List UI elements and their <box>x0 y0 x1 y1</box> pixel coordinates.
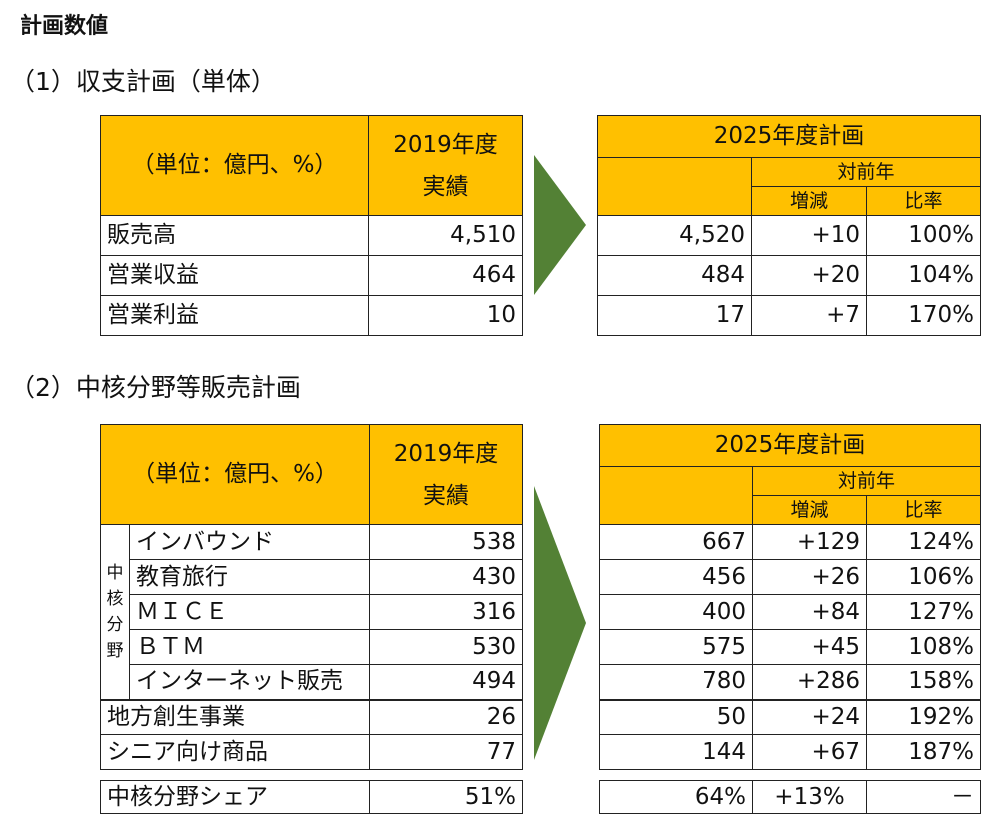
plan-value: 50 <box>599 698 753 735</box>
plan-diff: +7 <box>751 295 867 336</box>
year-header: 2019年度 実績 <box>368 115 523 216</box>
s1-actual-table: （単位：億円、%） 2019年度 実績 販売高 4,510 営業収益 464 営業… <box>100 115 523 336</box>
plan-title: 2025年度計画 <box>597 115 981 158</box>
table-row: 144 +67 187% <box>599 734 981 770</box>
plan-ratio: 106% <box>866 559 981 595</box>
plan-diff: +10 <box>751 215 867 256</box>
row-label: ＢＴＭ <box>128 629 371 665</box>
arrow-right-icon <box>534 155 586 295</box>
plan-diff: +26 <box>752 559 867 595</box>
year-header: 2019年度 実績 <box>369 424 524 525</box>
s2-share-row-left: 中核分野シェア 51% <box>100 780 523 814</box>
core-group-label: 中核分野 <box>100 524 130 700</box>
plan-ratio: 124% <box>866 524 981 560</box>
row-label: 教育旅行 <box>128 559 371 595</box>
table-row: シニア向け商品 77 <box>99 734 524 770</box>
page-title: 計画数値 <box>20 14 109 39</box>
table-row: インターネット販売 494 <box>101 664 524 700</box>
plan-diff: +24 <box>752 698 867 735</box>
plan-ratio: 108% <box>866 629 981 665</box>
table-row: 50 +24 192% <box>599 698 981 735</box>
table-row: ＢＴＭ 530 <box>101 629 524 665</box>
row-label: シニア向け商品 <box>99 734 371 770</box>
plan-value: 780 <box>599 664 753 700</box>
row-label: インバウンド <box>128 524 371 560</box>
section1-heading: （1）収支計画（単体） <box>10 67 276 96</box>
table-row: 400 +84 127% <box>599 594 981 630</box>
row-label: 販売高 <box>100 215 369 256</box>
row-value: 316 <box>369 594 524 630</box>
plan-ratio: 100% <box>866 215 981 256</box>
plan-ratio: 170% <box>866 295 981 336</box>
row-value: 26 <box>369 698 524 735</box>
row-value: 464 <box>368 255 523 296</box>
s1-plan-table: 2025年度計画 対前年 増減 比率 4,520 +10 100% 484 +2… <box>597 115 981 336</box>
share-diff: +13% <box>752 780 867 814</box>
row-label: ＭＩＣＥ <box>128 594 371 630</box>
plan-value: 400 <box>599 594 753 630</box>
table-row: 456 +26 106% <box>599 559 981 595</box>
plan-diff: +20 <box>751 255 867 296</box>
plan-value: 17 <box>597 295 752 336</box>
plan-value: 4,520 <box>597 215 752 256</box>
row-value: 430 <box>369 559 524 595</box>
plan-ratio: 104% <box>866 255 981 296</box>
table-row: ＭＩＣＥ 316 <box>101 594 524 630</box>
table-row: 17 +7 170% <box>597 295 981 336</box>
table-row: 地方創生事業 26 <box>99 698 524 735</box>
diff-header: 増減 <box>751 186 867 216</box>
row-value: 4,510 <box>368 215 523 256</box>
unit-label: （単位：億円、%） <box>99 424 371 525</box>
share-value: 64% <box>599 780 753 814</box>
table-row: 484 +20 104% <box>597 255 981 296</box>
plan-value: 456 <box>599 559 753 595</box>
row-value: 10 <box>368 295 523 336</box>
diff-header: 増減 <box>752 495 867 525</box>
yoy-header: 対前年 <box>752 466 981 496</box>
ratio-header: 比率 <box>866 495 981 525</box>
plan-diff: +129 <box>752 524 867 560</box>
share-ratio: － <box>866 780 981 814</box>
plan-title: 2025年度計画 <box>599 424 981 467</box>
table-row: 667 +129 124% <box>599 524 981 560</box>
share-value: 51% <box>369 780 523 814</box>
table-row: 4,520 +10 100% <box>597 215 981 256</box>
plan-value: 575 <box>599 629 753 665</box>
row-label: インターネット販売 <box>128 664 371 700</box>
plan-value: 144 <box>599 734 753 770</box>
ratio-header: 比率 <box>866 186 981 216</box>
plan-value: 667 <box>599 524 753 560</box>
plan-value: 484 <box>597 255 752 296</box>
s2-plan-table: 2025年度計画 対前年 増減 比率 667 +129 124% 456 +26… <box>599 424 981 770</box>
row-value: 538 <box>369 524 524 560</box>
table-row: 教育旅行 430 <box>101 559 524 595</box>
plan-ratio: 187% <box>866 734 981 770</box>
s2-actual-table: （単位：億円、%） 2019年度 実績 中核分野 インバウンド 538 教育旅行 … <box>99 424 524 770</box>
table-row: 営業利益 10 <box>100 295 523 336</box>
arrow-right-icon <box>534 486 586 760</box>
plan-diff: +286 <box>752 664 867 700</box>
plan-ratio: 192% <box>866 698 981 735</box>
table-row: 営業収益 464 <box>100 255 523 296</box>
row-label: 営業収益 <box>100 255 369 296</box>
plan-ratio: 158% <box>866 664 981 700</box>
row-value: 494 <box>369 664 524 700</box>
plan-ratio: 127% <box>866 594 981 630</box>
s2-share-row-right: 64% +13% － <box>599 780 981 814</box>
row-value: 530 <box>369 629 524 665</box>
table-row: 575 +45 108% <box>599 629 981 665</box>
plan-diff: +67 <box>752 734 867 770</box>
row-value: 77 <box>369 734 524 770</box>
plan-diff: +45 <box>752 629 867 665</box>
table-row: 中核分野 インバウンド 538 <box>100 524 524 700</box>
row-label: 地方創生事業 <box>99 698 371 735</box>
table-row: 販売高 4,510 <box>100 215 523 256</box>
yoy-header: 対前年 <box>751 157 981 187</box>
section2-heading: （2）中核分野等販売計画 <box>10 373 301 402</box>
unit-label: （単位：億円、%） <box>100 115 369 216</box>
plan-diff: +84 <box>752 594 867 630</box>
table-row: 780 +286 158% <box>599 664 981 700</box>
row-label: 営業利益 <box>100 295 369 336</box>
share-label: 中核分野シェア <box>100 780 370 814</box>
